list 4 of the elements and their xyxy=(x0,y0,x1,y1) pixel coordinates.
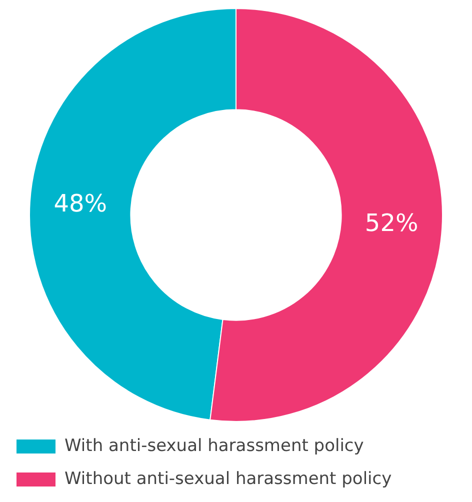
legend-label: With anti-sexual harassment policy xyxy=(64,436,364,456)
data-label: 52% xyxy=(364,209,418,238)
legend-label: Without anti-sexual harassment policy xyxy=(64,468,392,489)
data-label: 48% xyxy=(54,189,108,218)
